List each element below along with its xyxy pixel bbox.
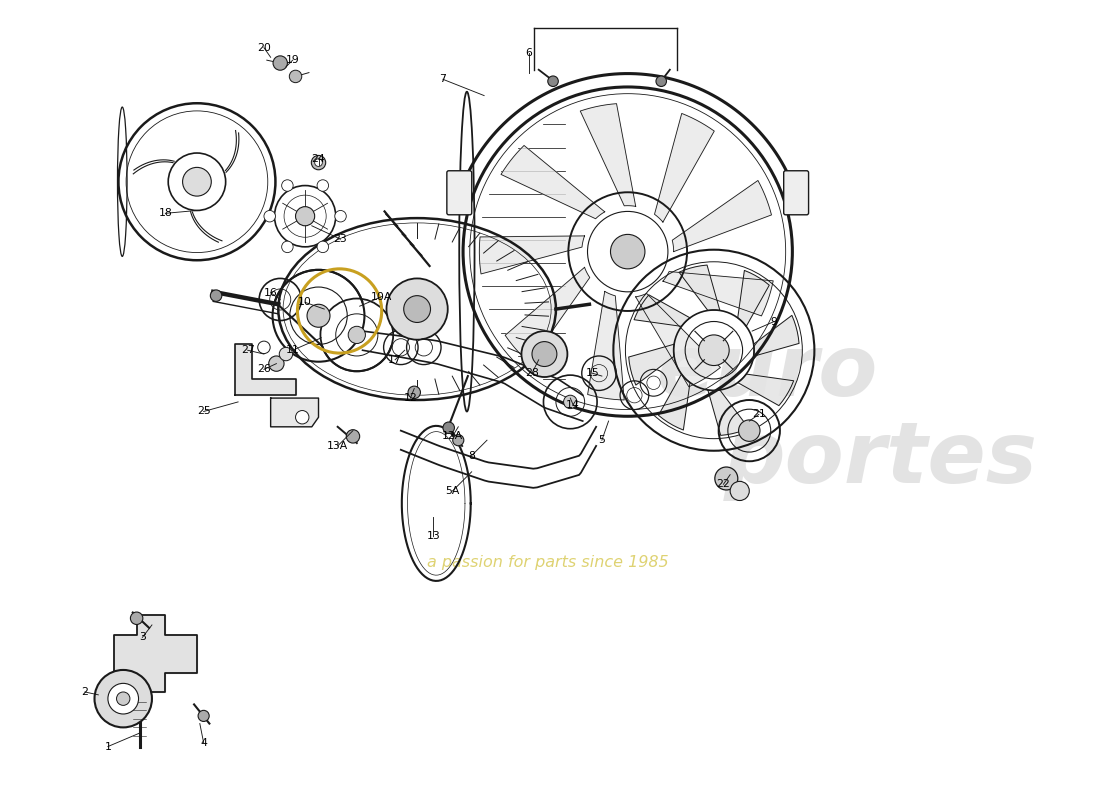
Circle shape xyxy=(715,467,738,490)
Circle shape xyxy=(311,155,326,170)
Circle shape xyxy=(296,410,309,424)
Polygon shape xyxy=(636,294,720,387)
Circle shape xyxy=(296,206,315,226)
Circle shape xyxy=(349,326,365,343)
Circle shape xyxy=(346,430,360,443)
Circle shape xyxy=(521,331,568,377)
Text: 22: 22 xyxy=(716,479,730,490)
Polygon shape xyxy=(581,104,636,206)
Polygon shape xyxy=(235,345,296,395)
Circle shape xyxy=(386,278,448,340)
FancyBboxPatch shape xyxy=(447,170,472,214)
Circle shape xyxy=(131,612,143,625)
Text: 14: 14 xyxy=(566,400,580,410)
Circle shape xyxy=(198,710,209,722)
Polygon shape xyxy=(679,265,719,310)
Text: 5A: 5A xyxy=(446,486,460,496)
Text: 11: 11 xyxy=(286,346,299,355)
Circle shape xyxy=(334,210,346,222)
Circle shape xyxy=(289,70,301,82)
Text: 10: 10 xyxy=(298,298,312,307)
Text: 13: 13 xyxy=(427,531,440,541)
Text: euro: euro xyxy=(657,331,878,414)
Text: 23: 23 xyxy=(333,234,348,244)
Circle shape xyxy=(532,342,557,366)
Text: 12: 12 xyxy=(404,393,417,403)
Text: 20: 20 xyxy=(257,42,271,53)
Text: 13A: 13A xyxy=(327,441,349,451)
Circle shape xyxy=(738,420,760,442)
Text: 10A: 10A xyxy=(371,292,393,302)
Polygon shape xyxy=(505,267,590,363)
Text: 24: 24 xyxy=(311,154,326,164)
Text: 21: 21 xyxy=(752,410,766,419)
Text: 8: 8 xyxy=(469,450,475,461)
Circle shape xyxy=(183,167,211,196)
Circle shape xyxy=(264,210,275,222)
Text: 16: 16 xyxy=(264,288,277,298)
Text: a passion for parts since 1985: a passion for parts since 1985 xyxy=(427,555,669,570)
Polygon shape xyxy=(634,295,690,326)
Polygon shape xyxy=(500,146,605,218)
Polygon shape xyxy=(708,390,749,435)
Text: 3: 3 xyxy=(139,633,146,642)
Polygon shape xyxy=(672,181,771,252)
Circle shape xyxy=(656,76,667,86)
Circle shape xyxy=(408,386,420,398)
Circle shape xyxy=(95,670,152,727)
Text: 28: 28 xyxy=(525,368,539,378)
Text: portes: portes xyxy=(724,418,1037,501)
Text: 9: 9 xyxy=(771,317,778,326)
Text: 1: 1 xyxy=(104,742,111,751)
Text: 17: 17 xyxy=(388,354,401,365)
Text: 27: 27 xyxy=(241,346,254,355)
Polygon shape xyxy=(654,114,714,222)
Text: 12A: 12A xyxy=(442,431,463,442)
Polygon shape xyxy=(480,236,584,274)
Text: 26: 26 xyxy=(257,364,271,374)
Text: 25: 25 xyxy=(197,406,210,417)
Polygon shape xyxy=(663,271,773,316)
Circle shape xyxy=(317,241,329,253)
FancyBboxPatch shape xyxy=(783,170,808,214)
Circle shape xyxy=(317,180,329,191)
Circle shape xyxy=(548,76,559,86)
Circle shape xyxy=(268,356,284,371)
Text: 6: 6 xyxy=(526,49,532,58)
Circle shape xyxy=(282,180,293,191)
Polygon shape xyxy=(659,374,690,430)
Polygon shape xyxy=(587,291,624,400)
Polygon shape xyxy=(629,344,674,385)
Circle shape xyxy=(307,304,330,327)
Circle shape xyxy=(108,683,139,714)
Circle shape xyxy=(404,296,430,322)
Text: 4: 4 xyxy=(200,738,207,748)
Text: 7: 7 xyxy=(440,74,447,84)
Polygon shape xyxy=(738,374,794,406)
Circle shape xyxy=(117,692,130,706)
Text: 15: 15 xyxy=(585,368,600,378)
Circle shape xyxy=(563,395,578,409)
Text: 18: 18 xyxy=(158,208,173,218)
Circle shape xyxy=(273,56,287,70)
Polygon shape xyxy=(738,270,769,326)
Circle shape xyxy=(698,335,729,366)
Polygon shape xyxy=(271,398,319,427)
Text: 5: 5 xyxy=(598,435,605,446)
Circle shape xyxy=(279,347,293,361)
Circle shape xyxy=(443,422,454,434)
Circle shape xyxy=(282,241,293,253)
Circle shape xyxy=(315,158,322,166)
Circle shape xyxy=(257,341,271,354)
Circle shape xyxy=(210,290,222,302)
Polygon shape xyxy=(113,615,197,692)
Polygon shape xyxy=(754,315,799,356)
Circle shape xyxy=(610,234,645,269)
Text: 19: 19 xyxy=(286,55,299,65)
Circle shape xyxy=(730,482,749,501)
Text: 2: 2 xyxy=(81,687,88,697)
Circle shape xyxy=(453,434,464,446)
